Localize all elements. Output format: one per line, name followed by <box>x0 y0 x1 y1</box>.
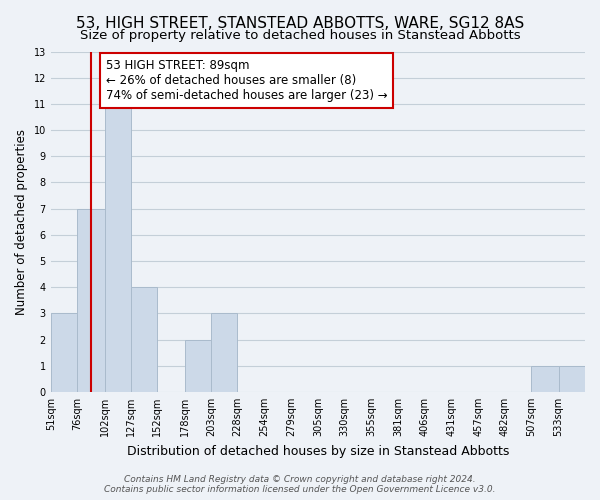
Bar <box>51 314 77 392</box>
Bar <box>185 340 211 392</box>
Text: Size of property relative to detached houses in Stanstead Abbotts: Size of property relative to detached ho… <box>80 28 520 42</box>
Text: Contains HM Land Registry data © Crown copyright and database right 2024.
Contai: Contains HM Land Registry data © Crown c… <box>104 474 496 494</box>
X-axis label: Distribution of detached houses by size in Stanstead Abbotts: Distribution of detached houses by size … <box>127 444 509 458</box>
Text: 53, HIGH STREET, STANSTEAD ABBOTTS, WARE, SG12 8AS: 53, HIGH STREET, STANSTEAD ABBOTTS, WARE… <box>76 16 524 32</box>
Bar <box>531 366 559 392</box>
Text: 53 HIGH STREET: 89sqm
← 26% of detached houses are smaller (8)
74% of semi-detac: 53 HIGH STREET: 89sqm ← 26% of detached … <box>106 60 387 102</box>
Bar <box>104 104 131 392</box>
Y-axis label: Number of detached properties: Number of detached properties <box>15 128 28 314</box>
Bar <box>559 366 585 392</box>
Bar <box>211 314 237 392</box>
Bar <box>131 287 157 392</box>
Bar <box>77 208 104 392</box>
